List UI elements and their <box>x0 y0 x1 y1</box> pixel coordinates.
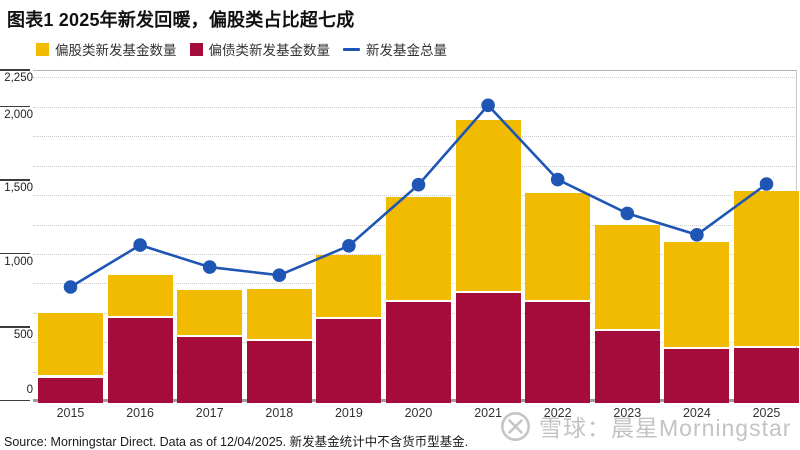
y-tick-label-2250: 2,250 <box>4 72 33 84</box>
bond-bar-2024 <box>664 348 730 403</box>
total-point-2024 <box>690 228 704 242</box>
x-tick-label-2022: 2022 <box>543 406 572 420</box>
chart-legend: 偏股类新发基金数量 偏债类新发基金数量 新发基金总量 <box>36 39 447 59</box>
source-note: Source: Morningstar Direct. Data as of 1… <box>4 435 469 449</box>
bond-bar-2017 <box>177 337 243 403</box>
bond-bar-2018 <box>246 341 312 403</box>
y-tick-0 <box>0 399 30 401</box>
x-tick-label-2016: 2016 <box>126 406 154 420</box>
legend-label-total: 新发基金总量 <box>366 43 447 58</box>
y-tick-2250 <box>0 69 30 71</box>
x-tick-label-2023: 2023 <box>613 406 642 420</box>
bond-bar-2022 <box>525 301 591 403</box>
gridline-1400 <box>33 195 797 196</box>
x-tick-label-2017: 2017 <box>195 406 224 420</box>
equity-bar-2023 <box>594 225 660 330</box>
total-point-2018 <box>272 268 287 283</box>
chart-title: 图表1 2025年新发回暖，偏股类占比超七成 <box>7 10 355 30</box>
total-point-2019 <box>342 239 356 253</box>
legend-label-equity: 偏股类新发基金数量 <box>55 43 177 58</box>
y-tick-label-0: 0 <box>26 384 33 396</box>
equity-bar-2019 <box>316 254 382 318</box>
gridline-1600 <box>33 165 797 167</box>
y-tick-label-500: 500 <box>13 329 33 342</box>
y-tick-1500 <box>0 179 30 181</box>
legend-label-bond: 偏债类新发基金数量 <box>208 43 331 58</box>
gridline-2000 <box>33 106 797 108</box>
total-point-2020 <box>411 177 426 192</box>
plot-top-border <box>33 70 797 71</box>
bond-bar-2016 <box>107 317 173 403</box>
bond-swatch-icon <box>189 42 203 56</box>
bond-bar-2020 <box>386 301 451 403</box>
y-tick-label-2000: 2,000 <box>4 108 33 121</box>
total-point-2021 <box>481 98 495 113</box>
total-line-swatch-icon <box>343 47 360 51</box>
equity-bar-2016 <box>107 274 173 316</box>
equity-bar-2017 <box>177 289 243 335</box>
bond-bar-2015 <box>38 377 103 403</box>
total-point-2015 <box>63 280 78 294</box>
equity-swatch-icon <box>36 42 49 56</box>
x-tick-label-2018: 2018 <box>265 406 294 420</box>
y-tick-500 <box>0 326 30 328</box>
bond-bar-2021 <box>455 292 521 403</box>
legend-item-total: 新发基金总量 <box>343 39 447 59</box>
total-line-path <box>69 103 768 289</box>
x-tick-label-2021: 2021 <box>474 406 502 420</box>
equity-bar-2022 <box>525 192 591 300</box>
equity-bar-2025 <box>734 191 799 347</box>
total-point-2023 <box>620 206 635 221</box>
equity-bar-2021 <box>455 120 521 291</box>
total-point-2016 <box>133 238 147 252</box>
gridline-2200 <box>33 77 797 79</box>
equity-bar-2018 <box>246 289 312 340</box>
bond-bar-2023 <box>594 331 660 403</box>
x-tick-label-2019: 2019 <box>334 406 363 420</box>
x-tick-label-2024: 2024 <box>682 406 711 420</box>
total-point-2025 <box>759 177 774 191</box>
bond-bar-2025 <box>734 348 799 403</box>
gridline-1800 <box>33 136 797 138</box>
equity-bar-2020 <box>386 197 451 300</box>
equity-bar-2024 <box>664 242 730 347</box>
bond-bar-2019 <box>316 319 382 403</box>
total-point-2017 <box>202 260 217 274</box>
y-tick-label-1000: 1,000 <box>4 255 33 268</box>
equity-bar-2015 <box>38 312 103 376</box>
y-tick-1000 <box>0 252 30 255</box>
y-tick-label-1500: 1,500 <box>4 182 33 195</box>
x-tick-label-2025: 2025 <box>752 406 781 420</box>
x-tick-label-2015: 2015 <box>56 406 85 420</box>
total-point-2022 <box>550 172 565 187</box>
x-tick-label-2020: 2020 <box>404 406 433 420</box>
y-tick-2000 <box>0 105 30 108</box>
legend-item-bond: 偏债类新发基金数量 <box>189 39 331 59</box>
legend-item-equity: 偏股类新发基金数量 <box>36 39 177 59</box>
